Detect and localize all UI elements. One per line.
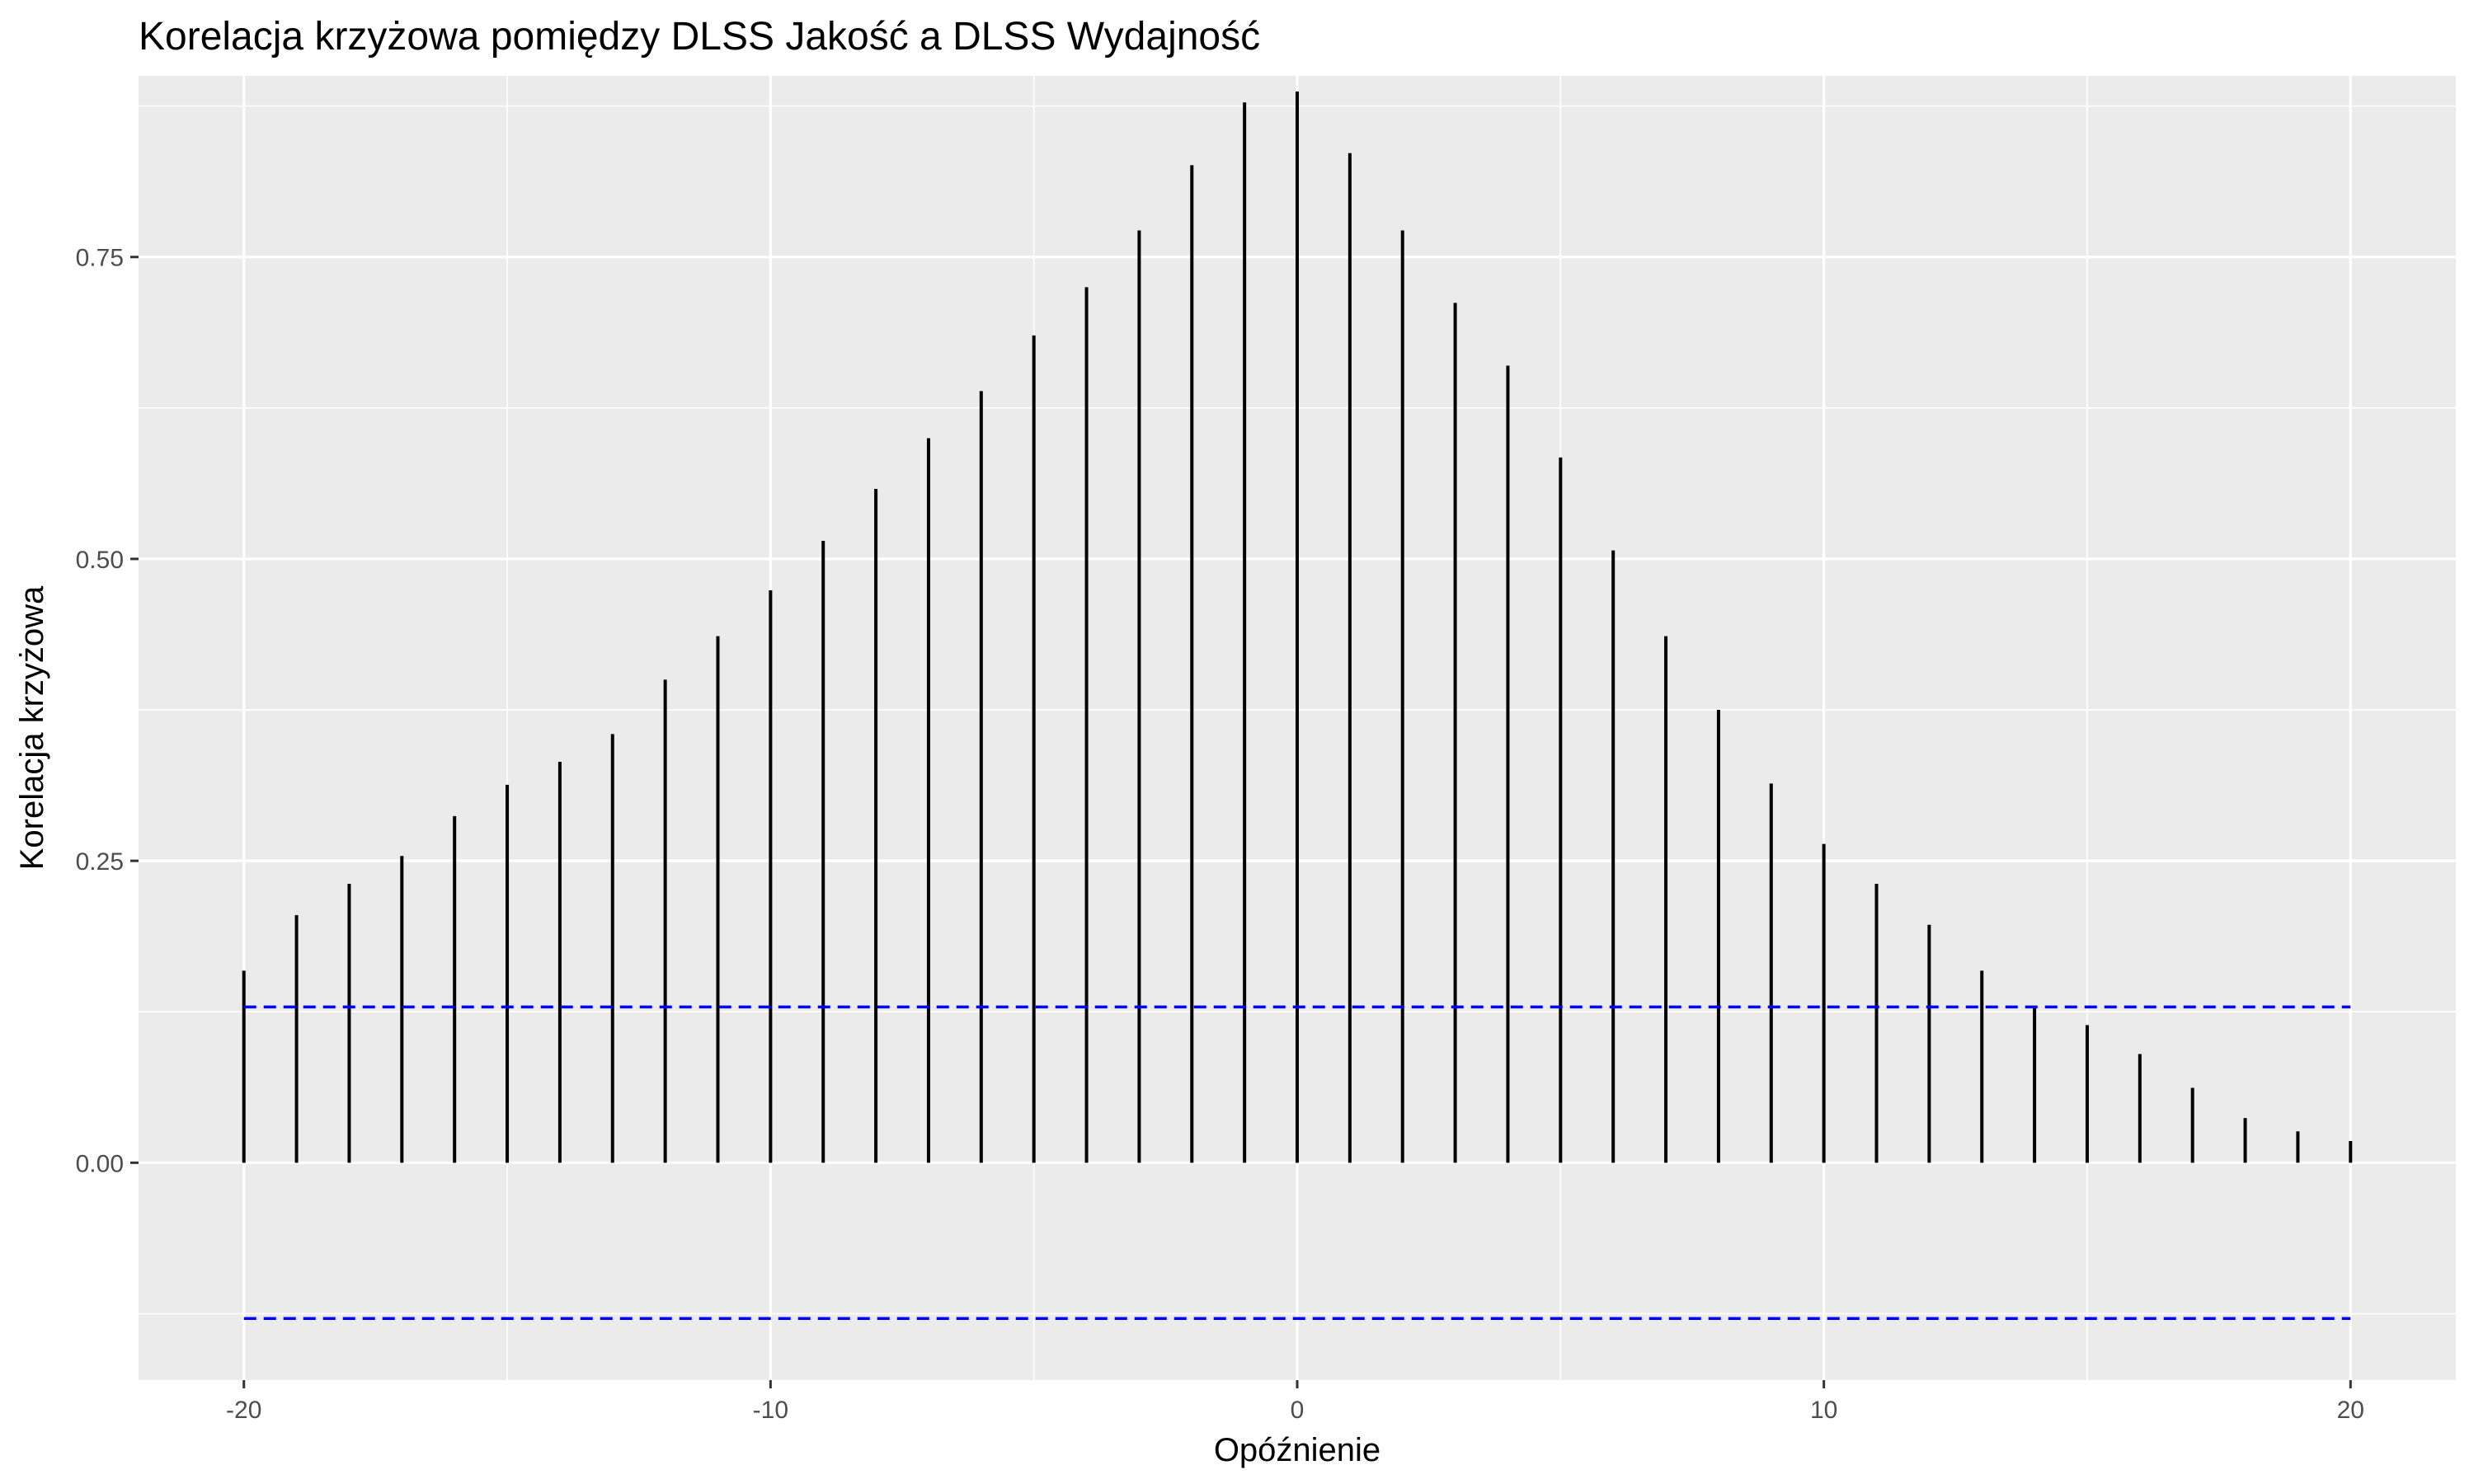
chart-title: Korelacja krzyżowa pomiędzy DLSS Jakość … — [139, 15, 1260, 59]
y-tick-label: 0.00 — [76, 1150, 124, 1177]
y-axis-ticks: 0.00 0.25 0.50 0.75 — [76, 245, 139, 1177]
y-tick-label: 0.50 — [76, 547, 124, 574]
x-tick-label: 10 — [1810, 1397, 1837, 1424]
x-tick-label: -10 — [753, 1397, 788, 1424]
y-tick-label: 0.25 — [76, 848, 124, 876]
confidence-bounds — [243, 1005, 2351, 1321]
x-tick-label: 20 — [2337, 1397, 2364, 1424]
y-axis-title: Korelacja krzyżowa — [14, 585, 50, 870]
x-axis-title: Opóźnienie — [1214, 1432, 1380, 1468]
correlation-bars — [242, 92, 2353, 1163]
y-tick-label: 0.75 — [76, 245, 124, 272]
x-axis-ticks: -20 -10 0 10 20 — [226, 1380, 2364, 1424]
x-tick-label: 0 — [1291, 1397, 1305, 1424]
x-tick-label: -20 — [226, 1397, 261, 1424]
